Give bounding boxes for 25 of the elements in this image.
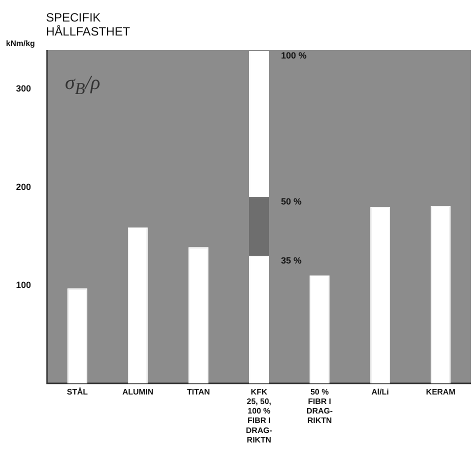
bar <box>249 50 269 198</box>
bar <box>430 206 451 384</box>
x-tick-label: ALUMIN <box>122 387 154 396</box>
bar <box>249 197 269 256</box>
bar <box>67 288 88 384</box>
x-tick-label: STÅL <box>66 386 88 396</box>
annotation: 35 % <box>281 255 302 266</box>
y-axis-title: kNm/kg <box>6 39 36 48</box>
bar <box>370 206 390 384</box>
x-tick-label: 50 % FIBR I DRAG- RIKTN <box>306 387 334 426</box>
bar <box>188 247 208 384</box>
y-tick-label: 300 <box>16 84 32 94</box>
x-tick-label: Al/Li <box>371 387 389 396</box>
annotation: 50 % <box>281 196 302 207</box>
annotation: σ$_{B}$/ρ <box>65 72 100 99</box>
bar <box>310 276 330 384</box>
y-tick-label: 100 <box>16 280 32 290</box>
bar <box>128 227 148 384</box>
x-tick-label: KERAM <box>426 387 456 396</box>
x-tick-label: TITAN <box>186 387 210 396</box>
annotation: 100 % <box>281 50 307 60</box>
y-tick-label: 200 <box>16 182 32 192</box>
x-tick-label: KFK 25, 50, 100 % FIBR I DRAG- RIKTN <box>246 387 272 444</box>
chart-title: SPECIFIK HÅLLFASTHET <box>46 10 131 38</box>
bar <box>249 256 269 384</box>
